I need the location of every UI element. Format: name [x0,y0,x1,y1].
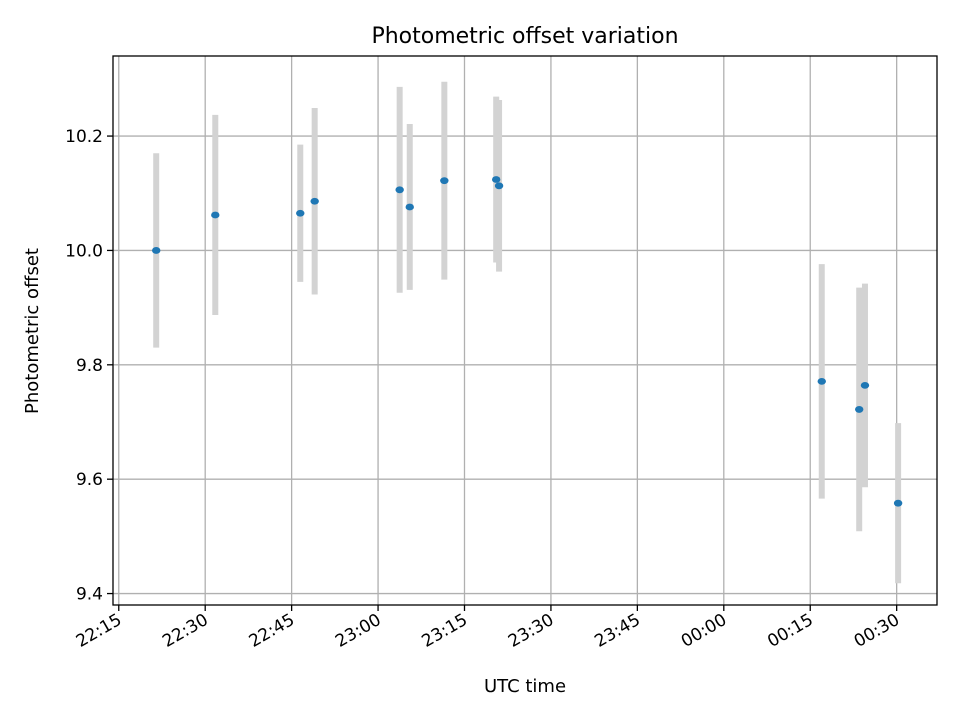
data-point [152,247,161,254]
data-point [817,377,826,385]
plot-frame [112,55,938,606]
data-point [296,209,305,217]
y-tick-label: 9.8 [76,356,103,376]
x-axis-label: UTC time [484,676,566,697]
data-point [855,406,864,413]
data-point [491,176,501,183]
y-tick-label: 9.6 [76,470,103,490]
data-point [310,197,319,205]
data-point [860,382,870,389]
data-point [440,177,449,185]
data-point [893,499,903,507]
data-point [211,211,220,219]
data-point [395,186,404,194]
y-tick-label: 10.0 [65,241,103,261]
y-tick-label: 9.4 [76,585,103,605]
grid-layer [113,56,937,605]
chart-title: Photometric offset variation [371,24,678,49]
y-axis-label: Photometric offset [22,248,43,414]
point-layer [152,176,903,507]
data-point [405,203,414,211]
data-point [494,182,504,190]
y-tick-label: 10.2 [65,127,103,147]
